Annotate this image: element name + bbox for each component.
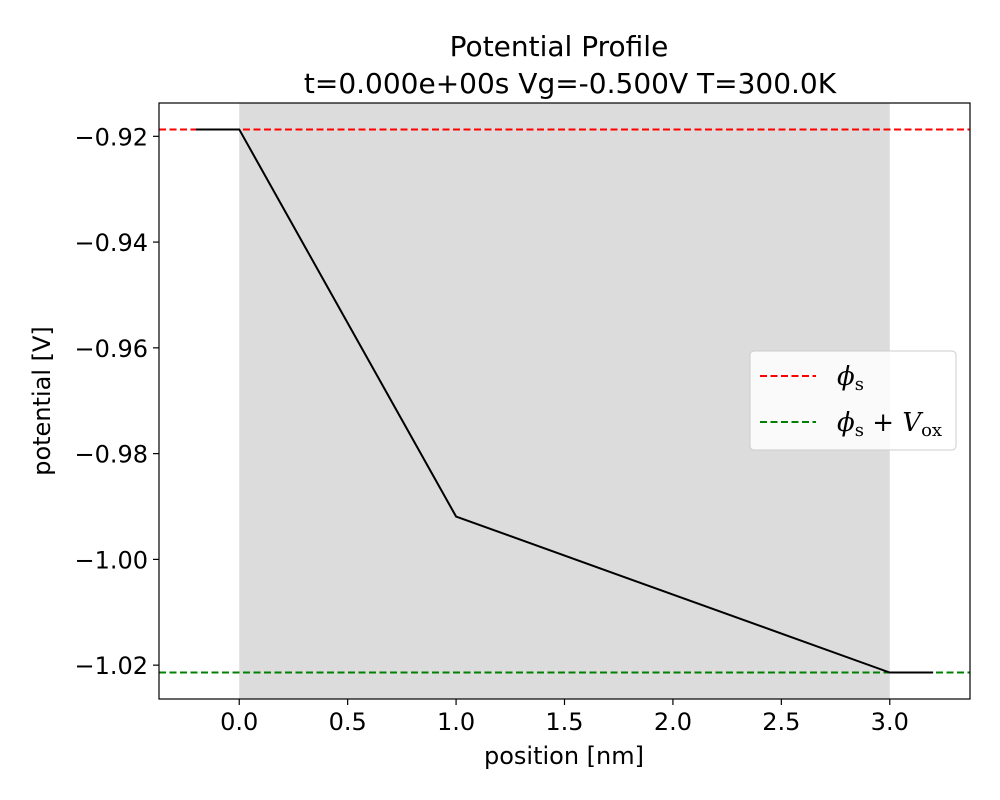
y-tick-label: −1.00 xyxy=(74,546,148,574)
x-tick-label: 2.5 xyxy=(762,708,800,736)
y-tick-label: −0.98 xyxy=(74,441,148,469)
y-tick-label: −0.96 xyxy=(74,335,148,363)
x-tick-label: 0.0 xyxy=(220,708,258,736)
y-tick-label: −0.92 xyxy=(74,123,148,151)
plot-area: 0.0 0.5 1.0 1.5 2.0 2.5 3.0 −0.92 −0.94 −0.96 −0.9… xyxy=(74,102,971,736)
x-tick-label: 1.0 xyxy=(437,708,475,736)
chart-title: Potential Profile xyxy=(450,30,669,63)
series-line-0 xyxy=(195,128,934,674)
y-tick-label: −1.02 xyxy=(74,652,148,680)
y-tick-label: −0.94 xyxy=(74,229,148,257)
x-tick-label: 3.0 xyxy=(871,708,909,736)
x-tick-label: 1.5 xyxy=(545,708,583,736)
x-tick-label: 0.5 xyxy=(329,708,367,736)
y-axis-label: potential [V] xyxy=(28,326,56,476)
legend-entry-label: ϕs + Vox xyxy=(837,408,942,441)
legend-box xyxy=(749,350,957,451)
chart-subtitle: t=0.000e+00s Vg=-0.500V T=300.0K xyxy=(304,67,837,100)
x-tick-label: 2.0 xyxy=(654,708,692,736)
x-axis-label: position [nm] xyxy=(484,742,644,770)
legend-entry-label: ϕs xyxy=(837,362,864,395)
clipped-data xyxy=(159,128,970,674)
legend: ϕs ϕs + Vox xyxy=(749,350,957,451)
